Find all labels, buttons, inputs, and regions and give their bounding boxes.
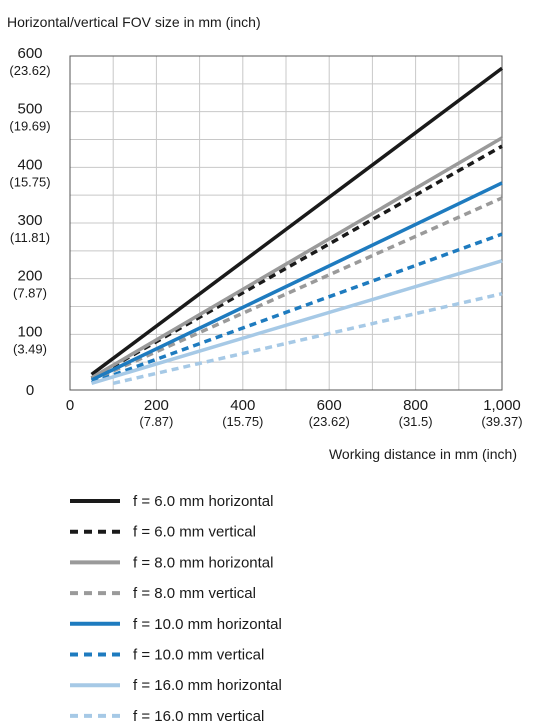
x-tick-sublabel: (31.5) (399, 414, 433, 429)
x-tick-label: 0 (66, 397, 74, 414)
x-tick-label: 600 (317, 397, 342, 414)
x-tick-label: 800 (403, 397, 428, 414)
y-tick-labels: 0 100(3.49) 200(7.87) 300(11.81) 400(15.75) 5… (9, 45, 50, 399)
y-tick-sublabel: (11.81) (10, 230, 50, 245)
legend-label: f = 6.0 mm vertical (133, 524, 256, 541)
x-tick-sublabel: (15.75) (222, 414, 263, 429)
legend-label: f = 10.0 mm horizontal (133, 616, 282, 633)
y-tick-sublabel: (23.62) (9, 63, 50, 78)
x-tick-label: 200 (144, 397, 169, 414)
series-line-7 (91, 259, 503, 385)
y-tick-label: 200 (17, 268, 42, 285)
y-tick-label: 0 (26, 382, 34, 399)
grid (70, 56, 502, 390)
y-tick-label: 300 (17, 212, 42, 229)
y-tick-label: 400 (17, 156, 42, 173)
legend-label: f = 10.0 mm vertical (133, 647, 264, 664)
series-line-6 (91, 232, 503, 385)
series-line-4 (90, 196, 503, 383)
x-tick-sublabel: (23.62) (309, 414, 350, 429)
series-line-8 (112, 291, 503, 386)
y-tick-label: 500 (17, 101, 42, 118)
legend-label: f = 6.0 mm horizontal (133, 493, 273, 510)
y-tick-sublabel: (19.69) (9, 119, 50, 134)
x-tick-label: 400 (230, 397, 255, 414)
y-axis-title: Horizontal/vertical FOV size in mm (inch… (7, 14, 261, 30)
plot-frame (69, 55, 503, 391)
y-tick-sublabel: (15.75) (9, 174, 50, 189)
legend: f = 6.0 mm horizontal f = 6.0 mm vertical… (70, 493, 282, 725)
legend-label: f = 16.0 mm vertical (133, 708, 264, 725)
series-line-5 (90, 181, 503, 382)
series-line-1 (90, 66, 504, 376)
x-tick-label: 1,000 (483, 397, 521, 414)
x-tick-sublabel: (7.87) (139, 414, 173, 429)
x-axis-title: Working distance in mm (inch) (329, 446, 517, 462)
x-tick-sublabel: (39.37) (481, 414, 522, 429)
x-tick-labels: 0 200(7.87) 400(15.75) 600(23.62) 800(31.5) 1… (66, 397, 523, 429)
legend-label: f = 16.0 mm horizontal (133, 677, 282, 694)
y-tick-label: 100 (17, 323, 42, 340)
legend-label: f = 8.0 mm horizontal (133, 554, 273, 571)
series-line-3 (90, 136, 503, 380)
y-tick-label: 600 (17, 45, 42, 62)
y-tick-sublabel: (3.49) (13, 341, 47, 356)
legend-label: f = 8.0 mm vertical (133, 585, 256, 602)
y-tick-sublabel: (7.87) (13, 286, 47, 301)
series-lines (90, 66, 504, 386)
